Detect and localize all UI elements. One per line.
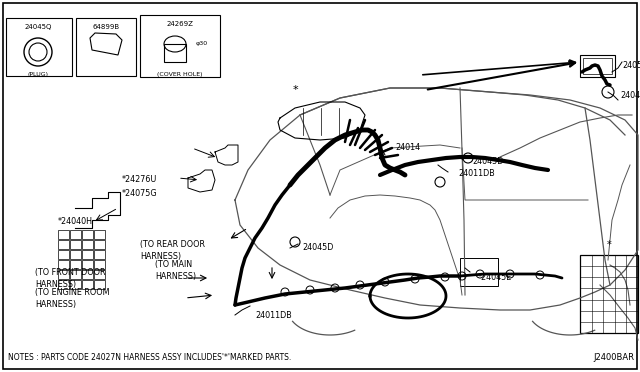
Bar [58,250,69,259]
Text: φ30: φ30 [196,42,208,46]
Bar [70,270,81,279]
Bar [82,260,93,269]
Bar [94,260,105,269]
Bar [82,270,93,279]
Text: 24011DB: 24011DB [255,311,292,320]
Text: J2400BAR: J2400BAR [593,353,634,362]
Text: 24058: 24058 [622,61,640,70]
Bar [70,230,81,239]
Bar [82,240,93,249]
Bar [82,250,93,259]
Text: HARNESS): HARNESS) [140,251,181,260]
Bar [164,44,186,62]
Text: (TO REAR DOOR: (TO REAR DOOR [140,240,205,248]
Bar [58,260,69,269]
Text: 24014: 24014 [395,144,420,153]
Bar [58,240,69,249]
Bar [460,258,498,286]
Text: 24045Q: 24045Q [24,24,52,30]
Text: HARNESS): HARNESS) [35,279,76,289]
Bar [94,250,105,259]
Bar [58,230,69,239]
Text: (TO MAIN: (TO MAIN [155,260,192,269]
Text: *24276U: *24276U [122,176,157,185]
Bar [70,250,81,259]
Text: *: * [607,240,611,250]
Bar [76,18,136,76]
Text: 24045D: 24045D [302,244,333,253]
Text: HARNESS): HARNESS) [35,299,76,308]
Text: 24045D: 24045D [472,157,504,167]
Bar [583,58,612,74]
Text: (TO FRONT DOOR: (TO FRONT DOOR [35,267,106,276]
Bar [70,280,81,289]
Bar [580,255,638,333]
Bar [94,280,105,289]
Bar [94,230,105,239]
Bar [58,280,69,289]
Bar [70,260,81,269]
Bar [140,15,220,77]
Text: 24011DB: 24011DB [458,170,495,179]
Text: *24075G: *24075G [122,189,157,199]
Text: 24269Z: 24269Z [166,21,193,27]
Text: 24045D: 24045D [620,92,640,100]
Text: (PLUG): (PLUG) [28,72,49,77]
Text: *24045E: *24045E [478,273,512,282]
Text: 64899B: 64899B [92,24,120,30]
Bar [580,55,615,77]
Text: *: * [292,85,298,95]
Bar [94,240,105,249]
Text: HARNESS): HARNESS) [155,273,196,282]
Bar [82,280,93,289]
Bar [94,270,105,279]
Bar [58,270,69,279]
Bar [6,18,72,76]
Bar [70,240,81,249]
Bar [82,230,93,239]
Text: (TO ENGINE ROOM: (TO ENGINE ROOM [35,288,109,296]
Text: (COVER HOLE): (COVER HOLE) [157,72,203,77]
Text: *24040H: *24040H [58,218,93,227]
Text: NOTES : PARTS CODE 24027N HARNESS ASSY INCLUDES'*'MARKED PARTS.: NOTES : PARTS CODE 24027N HARNESS ASSY I… [8,353,291,362]
